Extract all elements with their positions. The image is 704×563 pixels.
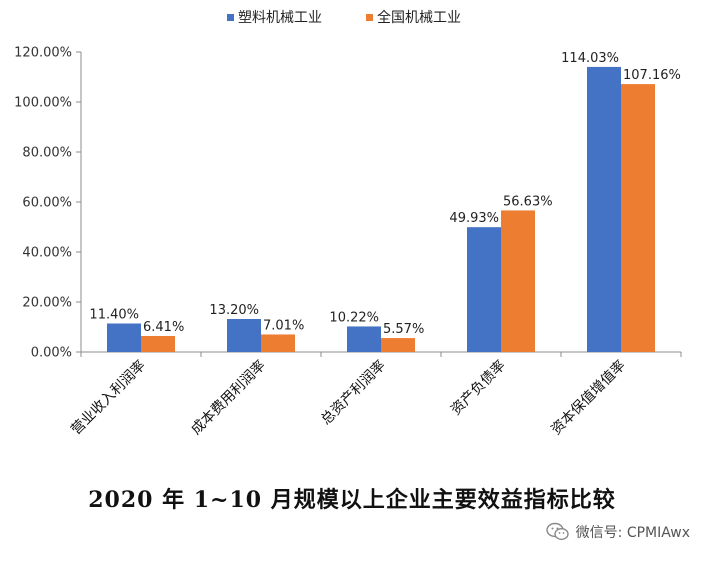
- legend-label: 全国机械工业: [377, 9, 461, 26]
- data-label: 13.20%: [209, 303, 259, 318]
- x-category-label: 总资产利润率: [317, 357, 388, 428]
- bar: [141, 335, 175, 352]
- watermark: 微信号: CPMIAwx: [545, 522, 690, 542]
- watermark-text: 微信号: CPMIAwx: [575, 525, 690, 541]
- x-category-label: 资产负债率: [447, 357, 509, 419]
- data-label: 107.16%: [623, 68, 681, 83]
- data-label: 49.93%: [449, 211, 499, 226]
- legend: 塑料机械工业 全国机械工业: [227, 9, 461, 26]
- data-label: 11.40%: [89, 308, 139, 323]
- y-tick-label: 0.00%: [31, 346, 72, 361]
- y-tick-label: 100.00%: [14, 96, 72, 111]
- bar: [467, 227, 501, 352]
- y-tick-label: 20.00%: [22, 296, 72, 311]
- x-category-label: 成本费用利润率: [188, 357, 269, 438]
- y-tick-label: 120.00%: [14, 46, 72, 61]
- data-label: 5.57%: [383, 322, 424, 337]
- data-label: 6.41%: [143, 320, 184, 335]
- y-tick-label: 40.00%: [22, 246, 72, 261]
- x-category-label: 营业收入利润率: [68, 357, 149, 438]
- bars: [107, 66, 655, 353]
- bar: [227, 319, 261, 352]
- legend-swatch: [366, 14, 373, 21]
- bar: [261, 334, 295, 352]
- y-tick-label: 80.00%: [22, 146, 72, 161]
- legend-swatch: [227, 14, 234, 21]
- data-label: 7.01%: [263, 318, 304, 333]
- x-category-label: 资本保值增值率: [548, 357, 629, 438]
- bar: [107, 323, 141, 352]
- wechat-icon: [545, 522, 569, 541]
- bar: [381, 338, 415, 352]
- data-label: 56.63%: [503, 194, 553, 209]
- chart-caption: 2020 年 1~10 月规模以上企业主要效益指标比较: [88, 487, 616, 513]
- legend-label: 塑料机械工业: [238, 10, 322, 26]
- data-label: 114.03%: [561, 51, 619, 66]
- y-tick-label: 60.00%: [22, 196, 72, 211]
- bar: [587, 66, 621, 353]
- x-axis: 营业收入利润率 成本费用利润率 总资产利润率 资产负债率 资本保值增值率: [68, 351, 682, 438]
- data-labels: 11.40% 13.20% 10.22% 49.93% 114.03% 6.41% 7.01…: [89, 51, 680, 337]
- y-axis: 0.00% 20.00% 40.00% 60.00% 80.00% 100.00% 120.…: [14, 46, 82, 361]
- bar: [347, 326, 381, 352]
- bar: [621, 84, 655, 352]
- data-label: 10.22%: [329, 310, 379, 325]
- bar: [501, 210, 535, 352]
